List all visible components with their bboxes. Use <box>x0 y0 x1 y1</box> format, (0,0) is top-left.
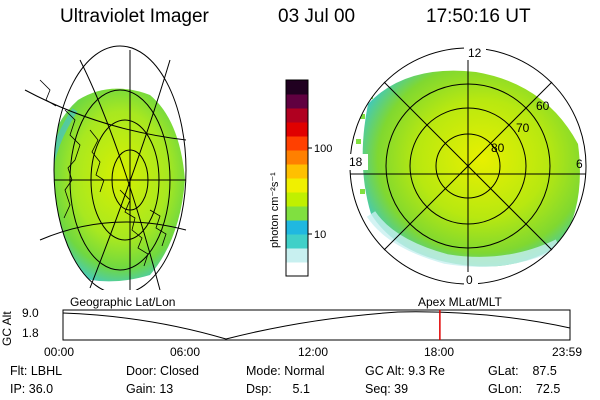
aurora-emission-region <box>54 88 185 282</box>
gain-info: Gain: 13 <box>126 382 174 396</box>
colorbar-segment <box>286 234 308 249</box>
timeline-axis-label: GC Alt <box>0 311 14 346</box>
mlat-label-70: 70 <box>516 121 530 135</box>
dsp-info: Dsp: 5.1 <box>246 382 310 396</box>
mode-info: Mode: Normal <box>246 364 325 378</box>
colorbar-segment <box>286 164 308 179</box>
mlt-label-18: 18 <box>349 155 363 169</box>
colorbar-segment <box>286 80 308 95</box>
colorbar-segment <box>286 248 308 263</box>
time-label: 17:50:16 UT <box>426 6 531 27</box>
colorbar-segment <box>286 220 308 235</box>
colorbar-segment <box>286 94 308 109</box>
mlt-label-6: 6 <box>576 157 583 171</box>
gc-alt-info: GC Alt: 9.3 Re <box>365 364 445 378</box>
altitude-timeline[interactable] <box>58 306 578 344</box>
colorbar-segment <box>286 178 308 193</box>
colorbar-segment <box>286 192 308 207</box>
mlat-label-60: 60 <box>536 99 550 113</box>
colorbar-segment <box>286 122 308 137</box>
timeline-y-max: 9.0 <box>22 306 39 320</box>
colorbar-tick-100: 100 <box>314 143 332 155</box>
mlat-label-80: 80 <box>491 141 505 155</box>
filter-info: Flt: LBHL <box>10 364 63 378</box>
apex-panel-label: Apex MLat/MLT <box>418 295 502 309</box>
coastline-outlines <box>39 79 167 267</box>
seq-info: Seq: 39 <box>365 382 409 396</box>
ip-info: IP: 36.0 <box>10 382 54 396</box>
colorbar-tick-10: 10 <box>314 229 326 241</box>
timeline-tick-1200: 12:00 <box>298 345 329 359</box>
altitude-curve <box>62 311 571 340</box>
colorbar-segment <box>286 262 308 277</box>
mlt-label-0: 0 <box>466 273 473 287</box>
intensity-colorbar: 100 10 photon cm⁻²s⁻¹ <box>269 79 332 277</box>
geographic-panel-label: Geographic Lat/Lon <box>70 295 176 309</box>
door-info: Door: Closed <box>126 364 199 378</box>
timeline-tick-2359: 23:59 <box>552 345 583 359</box>
app-title: Ultraviolet Imager <box>60 6 209 27</box>
magnetic-image-panel: 12 18 6 0 60 70 80 <box>346 44 587 287</box>
timeline-frame <box>62 309 571 341</box>
earth-limb-outline <box>53 45 187 290</box>
colorbar-segment <box>286 136 308 151</box>
colorbar-segment <box>286 206 308 221</box>
timeline-y-min: 1.8 <box>22 326 39 340</box>
timeline-tick-0000: 00:00 <box>44 345 75 359</box>
colorbar-segment <box>286 108 308 123</box>
timeline-tick-0600: 06:00 <box>170 345 201 359</box>
colorbar-unit-label: photon cm⁻²s⁻¹ <box>269 172 281 248</box>
glat-info: GLat: 87.5 <box>488 364 557 378</box>
date-label: 03 Jul 00 <box>278 6 356 27</box>
glon-info: GLon: 72.5 <box>488 382 561 396</box>
timeline-tick-1800: 18:00 <box>424 345 455 359</box>
geographic-image-panel <box>24 45 187 290</box>
mlt-label-12: 12 <box>468 46 482 60</box>
colorbar-segment <box>286 150 308 165</box>
